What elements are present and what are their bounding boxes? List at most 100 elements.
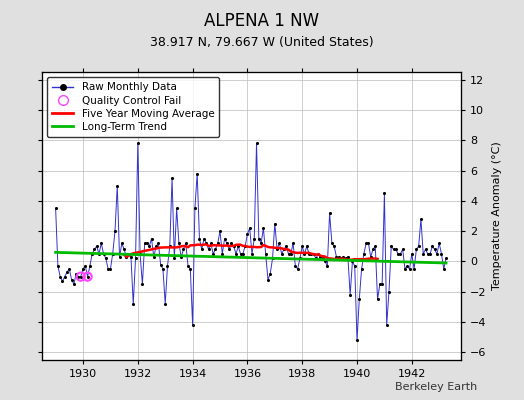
Point [289, 240, 297, 246]
Point [406, 266, 414, 272]
Point [186, 266, 194, 272]
Point [380, 190, 389, 196]
Point [255, 236, 263, 242]
Point [83, 274, 92, 280]
Point [310, 251, 318, 257]
Point [328, 240, 336, 246]
Point [428, 243, 436, 250]
Text: 38.917 N, 79.667 W (United States): 38.917 N, 79.667 W (United States) [150, 36, 374, 49]
Point [58, 278, 67, 284]
Point [189, 322, 197, 328]
Point [389, 246, 398, 252]
Point [321, 258, 329, 265]
Point [122, 254, 130, 260]
Point [421, 246, 430, 252]
Point [115, 254, 124, 260]
Y-axis label: Temperature Anomaly (°C): Temperature Anomaly (°C) [492, 142, 502, 290]
Point [417, 216, 425, 222]
Point [159, 266, 167, 272]
Point [53, 263, 62, 269]
Point [391, 246, 400, 252]
Point [113, 182, 122, 189]
Point [337, 255, 345, 262]
Point [387, 243, 396, 250]
Point [77, 274, 85, 280]
Point [394, 251, 402, 257]
Point [250, 236, 258, 242]
Point [268, 255, 277, 262]
Point [305, 251, 313, 257]
Point [56, 274, 64, 280]
Point [302, 243, 311, 250]
Point [342, 255, 350, 262]
Point [65, 266, 73, 272]
Point [193, 170, 201, 177]
Point [346, 292, 354, 298]
Point [419, 251, 428, 257]
Point [104, 266, 112, 272]
Point [138, 281, 147, 288]
Point [198, 246, 206, 252]
Point [287, 251, 295, 257]
Point [161, 301, 169, 307]
Point [216, 228, 224, 234]
Point [339, 254, 347, 260]
Point [376, 281, 384, 288]
Point [307, 251, 315, 257]
Point [206, 240, 215, 246]
Point [282, 243, 290, 250]
Point [440, 266, 448, 272]
Point [234, 243, 243, 250]
Point [435, 240, 443, 246]
Point [182, 240, 190, 246]
Point [77, 274, 85, 280]
Point [398, 246, 407, 252]
Point [145, 243, 154, 250]
Point [174, 240, 183, 246]
Point [230, 243, 238, 250]
Point [243, 231, 252, 237]
Point [364, 240, 373, 246]
Point [426, 251, 434, 257]
Point [168, 175, 176, 181]
Point [298, 243, 307, 250]
Point [334, 254, 343, 260]
Point [275, 240, 283, 246]
Point [225, 246, 233, 252]
Point [241, 243, 249, 250]
Point [280, 246, 288, 252]
Point [330, 243, 339, 250]
Point [351, 263, 359, 269]
Point [70, 281, 78, 288]
Point [211, 246, 220, 252]
Point [353, 337, 361, 344]
Point [236, 251, 245, 257]
Point [179, 246, 188, 252]
Point [72, 270, 80, 277]
Point [374, 296, 382, 302]
Point [403, 263, 411, 269]
Point [95, 251, 103, 257]
Point [227, 240, 236, 246]
Point [127, 254, 135, 260]
Point [166, 243, 174, 250]
Point [81, 263, 90, 269]
Point [325, 210, 334, 216]
Point [285, 251, 293, 257]
Point [264, 276, 272, 283]
Point [170, 255, 179, 262]
Point [100, 251, 108, 257]
Point [371, 243, 379, 250]
Point [163, 263, 172, 269]
Point [214, 240, 222, 246]
Legend: Raw Monthly Data, Quality Control Fail, Five Year Moving Average, Long-Term Tren: Raw Monthly Data, Quality Control Fail, … [47, 77, 220, 137]
Point [195, 236, 204, 242]
Point [293, 266, 302, 272]
Point [86, 263, 94, 269]
Point [221, 236, 229, 242]
Point [68, 276, 76, 283]
Point [232, 251, 240, 257]
Point [149, 254, 158, 260]
Point [300, 251, 309, 257]
Point [344, 254, 352, 260]
